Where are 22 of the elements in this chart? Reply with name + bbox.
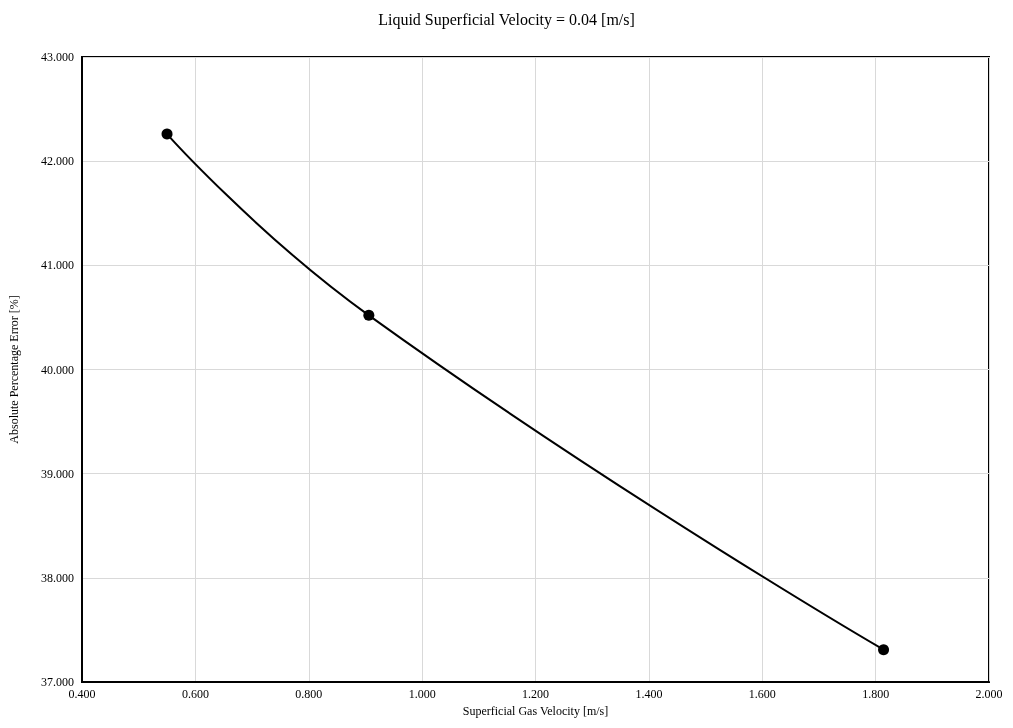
x-tick-label: 1.000 bbox=[408, 687, 436, 701]
x-tick-label: 1.800 bbox=[862, 687, 890, 701]
x-tick-label: 1.600 bbox=[748, 687, 776, 701]
x-tick-label: 1.400 bbox=[635, 687, 663, 701]
point bbox=[161, 128, 173, 140]
y-tick-label: 41.000 bbox=[41, 258, 74, 273]
x-axis-title: Superficial Gas Velocity [m/s] bbox=[462, 703, 609, 718]
point bbox=[878, 644, 890, 656]
y-tick-label: 37.000 bbox=[41, 675, 74, 689]
y-tick-label: 40.000 bbox=[41, 362, 74, 377]
x-tick-label: 0.400 bbox=[68, 687, 96, 701]
y-axis-title: Absolute Percentage Error [%] bbox=[7, 295, 21, 444]
x-tick-label: 2.000 bbox=[975, 687, 1003, 701]
x-tick-label: 1.200 bbox=[522, 687, 549, 701]
x-tick-label: 0.800 bbox=[295, 687, 323, 701]
point bbox=[363, 309, 375, 321]
y-tick-label: 42.000 bbox=[41, 154, 74, 169]
y-tick-label: 43.000 bbox=[41, 50, 74, 64]
x-tick-label: 0.600 bbox=[181, 687, 209, 701]
chart-title: Liquid Superficial Velocity = 0.04 [m/s] bbox=[378, 10, 635, 29]
y-tick-label: 39.000 bbox=[41, 466, 74, 481]
y-tick-label: 38.000 bbox=[41, 570, 74, 585]
